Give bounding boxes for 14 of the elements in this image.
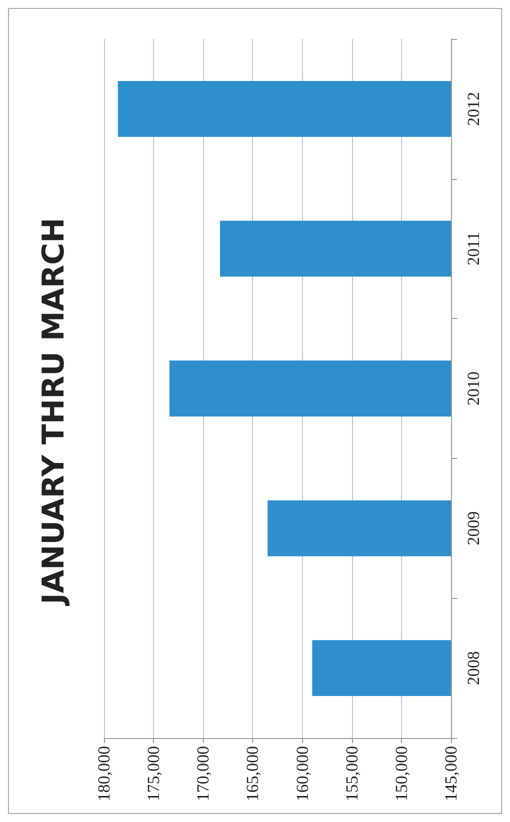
y-tick-label: 2010 xyxy=(464,372,483,406)
y-tick-label: 2012 xyxy=(464,92,483,126)
x-tick-label: 175,000 xyxy=(144,746,164,802)
text: JANUARY THRU MARCH xyxy=(36,218,72,606)
y-tick-label: 2009 xyxy=(464,511,483,546)
x-tick-label: 180,000 xyxy=(94,746,114,802)
x-tick-label: 150,000 xyxy=(392,746,411,802)
x-tick-label: 170,000 xyxy=(194,746,213,802)
x-tick-label: 160,000 xyxy=(292,746,312,802)
y-tick-label: 2008 xyxy=(464,651,483,686)
x-tick-label: 145,000 xyxy=(442,746,460,802)
y-tick-label: 2011 xyxy=(464,232,483,266)
x-tick-label: 155,000 xyxy=(342,746,362,802)
x-tick-label: 165,000 xyxy=(243,746,262,802)
